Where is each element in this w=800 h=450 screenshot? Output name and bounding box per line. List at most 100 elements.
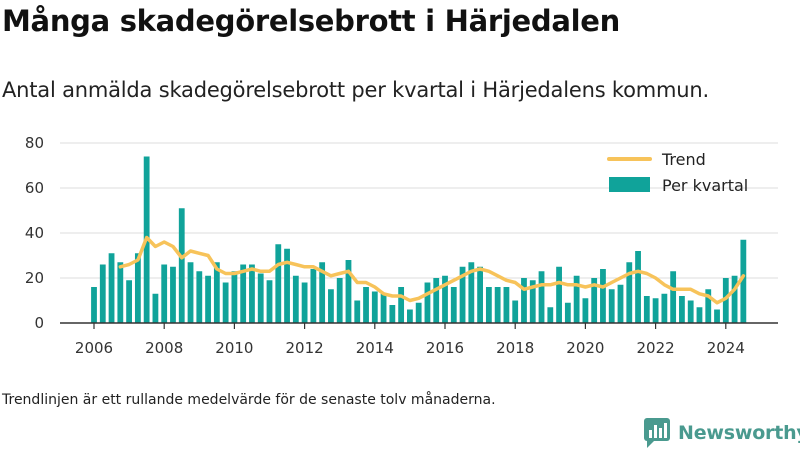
trend-line-group bbox=[118, 235, 746, 305]
bar bbox=[538, 271, 545, 323]
x-tick-label: 2008 bbox=[145, 339, 183, 357]
chart-subtitle: Antal anmälda skadegörelsebrott per kvar… bbox=[2, 78, 709, 102]
bar bbox=[205, 275, 211, 323]
bar bbox=[415, 302, 422, 323]
bar bbox=[363, 287, 369, 323]
bar bbox=[573, 275, 580, 323]
bar bbox=[249, 264, 255, 323]
bar bbox=[231, 271, 238, 323]
x-tick-label: 2010 bbox=[215, 339, 253, 357]
x-tick-label: 2006 bbox=[75, 339, 113, 357]
bar bbox=[705, 289, 712, 323]
bar bbox=[617, 284, 624, 323]
bar bbox=[371, 291, 378, 323]
trend-line bbox=[118, 235, 746, 305]
x-tick-label: 2020 bbox=[566, 339, 604, 357]
bar bbox=[152, 293, 159, 323]
y-tick-label: 0 bbox=[34, 314, 44, 332]
bar bbox=[661, 293, 668, 323]
bar bbox=[564, 302, 571, 323]
legend-bars-swatch bbox=[609, 177, 650, 192]
chat-bubble-chart-icon bbox=[644, 418, 670, 448]
bar bbox=[126, 280, 132, 323]
bar bbox=[196, 271, 203, 323]
x-tick-label: 2012 bbox=[286, 339, 324, 357]
bar bbox=[345, 260, 352, 323]
x-tick-label: 2024 bbox=[707, 339, 745, 357]
brand-name: Newsworthy bbox=[678, 422, 800, 444]
bar bbox=[635, 251, 641, 323]
bar bbox=[485, 287, 492, 323]
y-tick-label: 40 bbox=[25, 224, 44, 242]
bar bbox=[626, 262, 633, 323]
bar bbox=[670, 271, 677, 323]
x-tick-label: 2016 bbox=[426, 339, 464, 357]
bar bbox=[494, 287, 501, 323]
y-axis-ticks: 0 20 40 60 80 bbox=[25, 134, 44, 332]
bar bbox=[108, 253, 115, 323]
bar bbox=[731, 275, 738, 323]
bar bbox=[354, 300, 361, 323]
bar bbox=[679, 296, 685, 323]
bar bbox=[301, 282, 308, 323]
bar bbox=[503, 287, 510, 323]
bar bbox=[222, 282, 229, 323]
bar bbox=[433, 278, 440, 323]
bar bbox=[292, 275, 299, 323]
x-tick-label: 2022 bbox=[637, 339, 675, 357]
bar bbox=[442, 275, 448, 323]
bar bbox=[529, 280, 536, 323]
bar bbox=[380, 293, 387, 323]
bar bbox=[652, 298, 659, 323]
bar bbox=[740, 239, 747, 323]
x-tick-label: 2018 bbox=[496, 339, 534, 357]
bar bbox=[284, 248, 290, 323]
bar bbox=[187, 262, 194, 323]
bar bbox=[240, 264, 247, 323]
bar bbox=[714, 309, 720, 323]
bar bbox=[328, 289, 334, 323]
bar bbox=[336, 278, 343, 323]
legend: Trend Per kvartal bbox=[607, 150, 748, 195]
bar bbox=[257, 273, 264, 323]
bar bbox=[582, 298, 589, 323]
bar bbox=[275, 244, 282, 323]
bar bbox=[477, 266, 483, 323]
x-axis: 2006 2008 2010 2012 2014 2016 2018 2020 2022 2024 bbox=[60, 322, 778, 357]
bar bbox=[213, 262, 220, 323]
newsworthy-logo: Newsworthy bbox=[644, 418, 800, 448]
bar bbox=[99, 264, 106, 323]
bar bbox=[310, 269, 317, 323]
bar bbox=[600, 269, 606, 323]
bar bbox=[591, 278, 598, 323]
bars bbox=[91, 156, 747, 323]
bar bbox=[161, 264, 168, 323]
bar bbox=[547, 307, 554, 323]
footnote: Trendlinjen är ett rullande medelvärde f… bbox=[2, 392, 496, 408]
y-tick-label: 80 bbox=[25, 134, 44, 152]
bar bbox=[512, 300, 519, 323]
bar bbox=[407, 309, 413, 323]
bar bbox=[389, 305, 396, 323]
bar bbox=[696, 307, 703, 323]
bar bbox=[643, 296, 650, 323]
bar bbox=[170, 266, 176, 323]
chart-title: Många skadegörelsebrott i Härjedalen bbox=[2, 4, 620, 38]
bar bbox=[178, 208, 185, 323]
bar bbox=[450, 287, 457, 323]
bar bbox=[398, 287, 405, 323]
bar bbox=[608, 289, 615, 323]
bar bbox=[459, 266, 466, 323]
bar bbox=[424, 282, 431, 323]
x-tick-label: 2014 bbox=[356, 339, 394, 357]
y-tick-label: 60 bbox=[25, 179, 44, 197]
bar bbox=[319, 262, 326, 323]
legend-trend-label: Trend bbox=[661, 150, 706, 169]
bar bbox=[91, 287, 97, 323]
bar bbox=[722, 278, 729, 323]
y-tick-label: 20 bbox=[25, 269, 44, 287]
bar bbox=[266, 280, 273, 323]
bar bbox=[521, 278, 527, 323]
bar bbox=[556, 266, 562, 323]
